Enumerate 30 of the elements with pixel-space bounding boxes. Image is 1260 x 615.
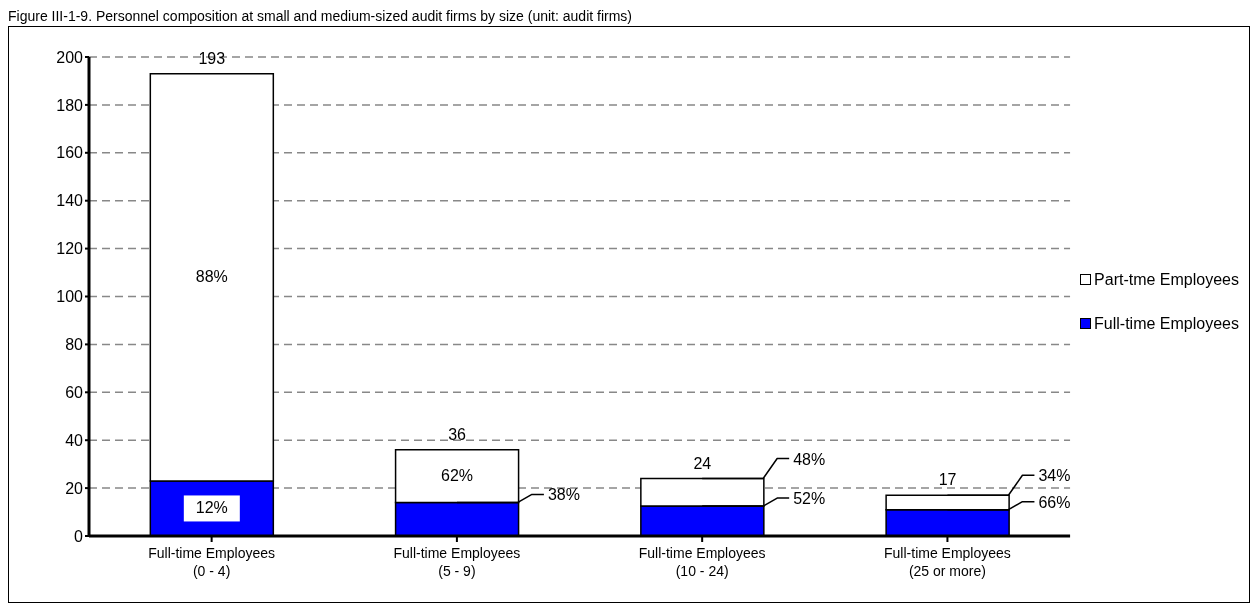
legend-label: Part-tme Employees <box>1094 270 1239 289</box>
total-label: 17 <box>938 471 957 489</box>
annotation: 88% <box>195 268 228 286</box>
y-tick-label: 40 <box>65 431 84 449</box>
total-label: 24 <box>693 454 712 472</box>
annotation: 34% <box>1038 467 1071 485</box>
x-tick-label: Full-time Employees (0 - 4) <box>148 545 276 579</box>
y-tick-label: 160 <box>56 144 84 162</box>
annotation: 12% <box>195 499 228 517</box>
annotation: 52% <box>793 490 826 508</box>
annotation: 38% <box>547 486 580 504</box>
y-tick-label: 80 <box>65 336 84 354</box>
y-tick-label: 20 <box>65 479 84 497</box>
y-tick-label: 100 <box>56 288 84 306</box>
chart-title: Figure III-1-9. Personnel composition at small and medium-sized audit firms by size (unit: audit firms) <box>8 8 633 26</box>
y-tick-label: 60 <box>65 383 84 401</box>
y-tick-label: 200 <box>56 48 84 66</box>
y-tick-label: 120 <box>56 240 84 258</box>
x-tick-label: Full-time Employees (10 - 24) <box>638 545 766 579</box>
y-tick-label: 0 <box>74 527 84 545</box>
annotation: 66% <box>1038 493 1071 511</box>
y-tick-label: 180 <box>56 96 84 114</box>
x-tick-label: Full-time Employees (25 or more) <box>884 545 1011 579</box>
total-label: 193 <box>198 49 226 67</box>
legend-label: Full-time Employees <box>1094 314 1239 333</box>
annotation: 62% <box>441 467 474 485</box>
y-tick-label: 140 <box>56 192 84 210</box>
annotation: 48% <box>793 450 826 468</box>
x-tick-label: Full-time Employees (5 - 9) <box>393 545 521 579</box>
total-label: 36 <box>448 425 467 443</box>
